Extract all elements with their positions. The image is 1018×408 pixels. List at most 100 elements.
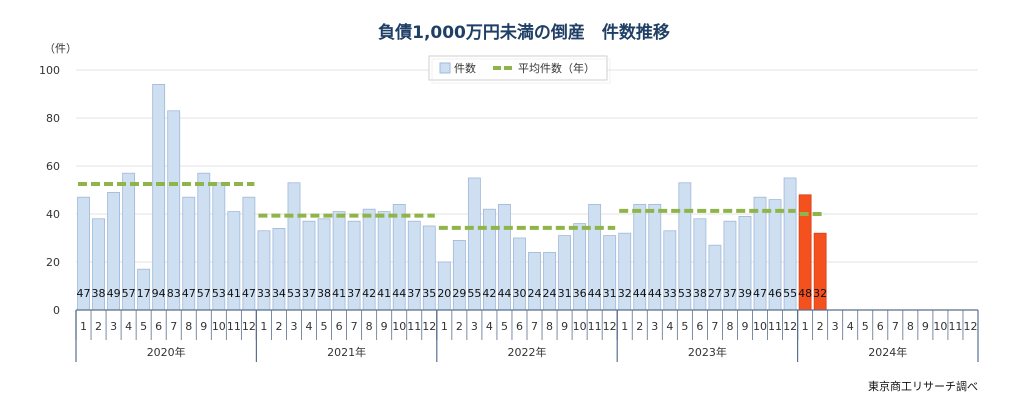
chart-title: 負債1,000万円未満の倒産 件数推移 bbox=[378, 22, 670, 43]
x-month-label: 7 bbox=[531, 320, 538, 333]
x-month-label: 4 bbox=[125, 320, 132, 333]
data-label: 36 bbox=[573, 287, 587, 300]
legend: 件数 平均件数（年） bbox=[428, 55, 611, 84]
data-label: 29 bbox=[452, 287, 466, 300]
data-label: 42 bbox=[482, 287, 496, 300]
data-label: 44 bbox=[588, 287, 602, 300]
x-month-label: 11 bbox=[948, 320, 962, 333]
data-label: 41 bbox=[332, 287, 346, 300]
y-tick-label: 0 bbox=[53, 304, 60, 317]
data-label: 49 bbox=[107, 287, 121, 300]
data-label: 27 bbox=[708, 287, 722, 300]
bar bbox=[708, 244, 722, 311]
bar bbox=[528, 251, 541, 311]
x-month-label: 9 bbox=[741, 320, 748, 333]
data-label: 44 bbox=[392, 287, 406, 300]
x-month-label: 12 bbox=[963, 320, 977, 333]
x-month-label: 9 bbox=[561, 320, 568, 333]
data-label: 55 bbox=[467, 287, 481, 300]
data-label: 94 bbox=[152, 287, 166, 300]
x-month-label: 2 bbox=[275, 320, 282, 333]
x-month-label: 6 bbox=[155, 320, 162, 333]
data-label: 37 bbox=[723, 287, 737, 300]
x-month-label: 4 bbox=[306, 320, 313, 333]
x-year-label: 2021年 bbox=[327, 345, 366, 359]
data-label: 31 bbox=[603, 287, 617, 300]
x-month-label: 1 bbox=[80, 320, 87, 333]
data-label: 20 bbox=[437, 287, 451, 300]
bar bbox=[437, 261, 451, 311]
data-label: 57 bbox=[197, 287, 211, 300]
data-label: 46 bbox=[768, 287, 782, 300]
data-label: 38 bbox=[92, 287, 106, 300]
data-label: 38 bbox=[317, 287, 331, 300]
x-month-label: 6 bbox=[696, 320, 703, 333]
x-year-label: 2020年 bbox=[147, 345, 186, 359]
source-note: 東京商工リサーチ調べ bbox=[868, 379, 978, 393]
data-label: 32 bbox=[618, 287, 632, 300]
data-label: 55 bbox=[783, 287, 797, 300]
x-month-label: 8 bbox=[185, 320, 192, 333]
data-label: 53 bbox=[287, 287, 301, 300]
x-month-label: 2 bbox=[636, 320, 643, 333]
data-label: 39 bbox=[738, 287, 752, 300]
x-month-label: 9 bbox=[200, 320, 207, 333]
x-month-label: 1 bbox=[621, 320, 628, 333]
x-month-label: 5 bbox=[681, 320, 688, 333]
data-label: 44 bbox=[648, 287, 662, 300]
data-label: 48 bbox=[798, 287, 812, 300]
x-month-label: 3 bbox=[651, 320, 658, 333]
data-label: 34 bbox=[272, 287, 286, 300]
bar bbox=[167, 110, 181, 311]
y-tick-label: 60 bbox=[46, 160, 60, 173]
y-tick-label: 100 bbox=[39, 64, 60, 77]
legend-shadow bbox=[431, 58, 611, 84]
y-tick-label: 80 bbox=[46, 112, 60, 125]
y-axis-unit: （件） bbox=[44, 42, 77, 55]
x-month-label: 1 bbox=[802, 320, 809, 333]
x-month-label: 11 bbox=[588, 320, 602, 333]
data-label: 32 bbox=[813, 287, 827, 300]
data-label: 57 bbox=[122, 287, 136, 300]
x-month-label: 6 bbox=[336, 320, 343, 333]
x-month-label: 12 bbox=[603, 320, 617, 333]
x-month-label: 9 bbox=[922, 320, 929, 333]
x-month-label: 2 bbox=[456, 320, 463, 333]
data-label: 41 bbox=[227, 287, 241, 300]
legend-avg-label: 平均件数（年） bbox=[518, 61, 595, 75]
bars bbox=[77, 84, 827, 311]
x-month-label: 8 bbox=[546, 320, 553, 333]
data-label: 37 bbox=[407, 287, 421, 300]
x-month-label: 8 bbox=[366, 320, 373, 333]
bar bbox=[543, 251, 556, 311]
x-month-label: 4 bbox=[666, 320, 673, 333]
x-month-label: 5 bbox=[862, 320, 869, 333]
data-label: 83 bbox=[167, 287, 181, 300]
y-tick-label: 20 bbox=[46, 256, 60, 269]
x-month-label: 1 bbox=[441, 320, 448, 333]
data-label: 47 bbox=[182, 287, 196, 300]
x-month-label: 3 bbox=[832, 320, 839, 333]
x-month-label: 4 bbox=[486, 320, 493, 333]
x-month-label: 11 bbox=[407, 320, 421, 333]
data-label: 47 bbox=[242, 287, 256, 300]
x-month-label: 9 bbox=[381, 320, 388, 333]
data-label: 17 bbox=[137, 287, 151, 300]
data-labels: 47 38 49 57 17 94 83 47 57 53 41 47 33 34 53 37 38 41 37 42… bbox=[77, 287, 828, 300]
x-month-label: 6 bbox=[516, 320, 523, 333]
x-month-label: 7 bbox=[351, 320, 358, 333]
x-year-label: 2023年 bbox=[688, 345, 727, 359]
legend-bar-swatch bbox=[439, 62, 451, 74]
data-label: 37 bbox=[347, 287, 361, 300]
x-year-label: 2024年 bbox=[868, 345, 907, 359]
data-label: 30 bbox=[512, 287, 526, 300]
x-month-label: 5 bbox=[501, 320, 508, 333]
gridlines bbox=[76, 69, 978, 263]
data-label: 53 bbox=[678, 287, 692, 300]
bar bbox=[152, 84, 166, 311]
x-month-label: 7 bbox=[892, 320, 899, 333]
x-month-label: 10 bbox=[933, 320, 947, 333]
y-axis-ticks: 0 20 40 60 80 100 bbox=[39, 64, 60, 317]
